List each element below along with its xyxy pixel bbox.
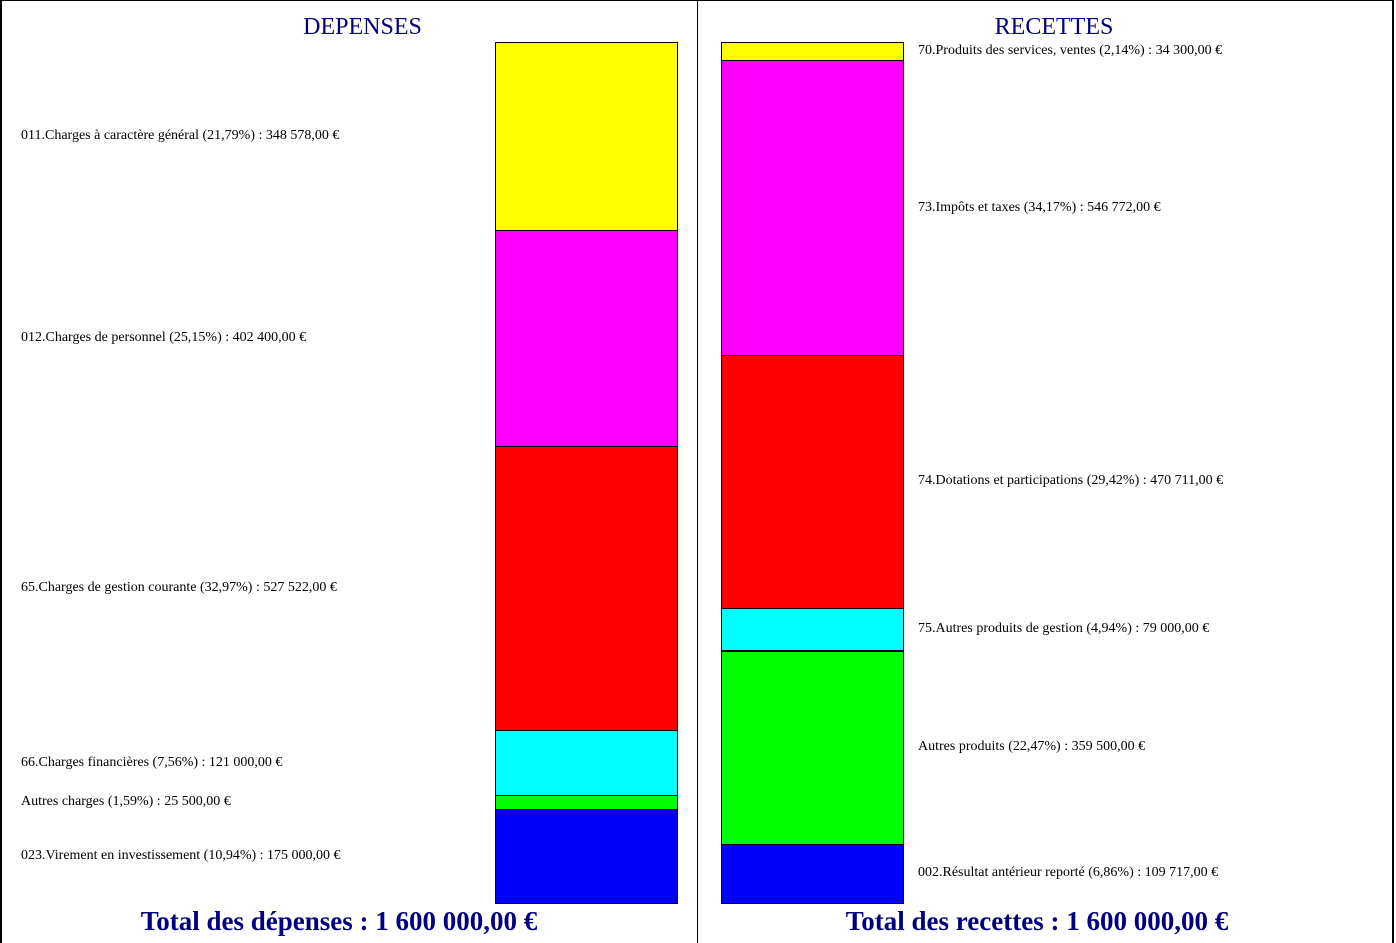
total-depenses-value: 1 600 000,00 € <box>375 906 538 936</box>
depenses-segment-5 <box>495 808 678 904</box>
depenses-title: DEPENSES <box>303 14 422 40</box>
depenses-segment-4 <box>495 795 678 810</box>
recettes-label-4: Autres produits (22,47%) : 359 500,00 € <box>918 739 1146 755</box>
depenses-label-3: 66.Charges financières (7,56%) : 121 000… <box>21 754 283 770</box>
depenses-segment-2 <box>495 446 678 731</box>
recettes-label-3: 75.Autres produits de gestion (4,94%) : … <box>918 621 1210 637</box>
depenses-label-1: 012.Charges de personnel (25,15%) : 402 … <box>21 329 307 345</box>
panel-divider <box>697 0 698 943</box>
recettes-segment-1 <box>721 60 904 356</box>
depenses-label-4: Autres charges (1,59%) : 25 500,00 € <box>21 794 231 809</box>
recettes-label-2: 74.Dotations et participations (29,42%) … <box>918 473 1224 489</box>
depenses-label-0: 011.Charges à caractère général (21,79%)… <box>21 127 340 143</box>
total-depenses-prefix: Total des dépenses : <box>140 906 376 936</box>
total-recettes-value: 1 600 000,00 € <box>1066 906 1229 936</box>
total-recettes-prefix: Total des recettes : <box>845 906 1067 936</box>
depenses-label-2: 65.Charges de gestion courante (32,97%) … <box>21 580 337 596</box>
recettes-label-5: 002.Résultat antérieur reporté (6,86%) :… <box>918 865 1219 880</box>
total-recettes: Total des recettes : 1 600 000,00 € <box>698 906 1376 937</box>
recettes-segment-5 <box>721 843 904 904</box>
recettes-title: RECETTES <box>994 14 1114 40</box>
depenses-segment-1 <box>495 229 678 448</box>
recettes-label-0: 70.Produits des services, ventes (2,14%)… <box>918 43 1223 59</box>
recettes-segment-4 <box>721 650 904 845</box>
depenses-segment-0 <box>495 42 678 231</box>
recettes-segment-3 <box>721 607 904 652</box>
recettes-segment-2 <box>721 354 904 609</box>
recettes-label-1: 73.Impôts et taxes (34,17%) : 546 772,00… <box>918 199 1161 215</box>
recettes-segment-0 <box>721 42 904 62</box>
depenses-segment-3 <box>495 729 678 797</box>
total-depenses: Total des dépenses : 1 600 000,00 € <box>0 906 678 937</box>
depenses-label-5: 023.Virement en investissement (10,94%) … <box>21 847 341 863</box>
